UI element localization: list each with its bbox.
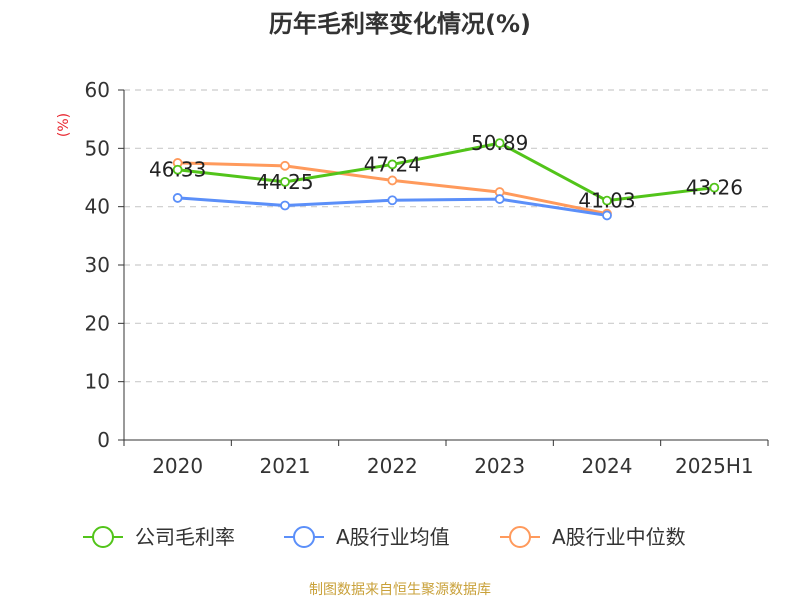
legend-label: 公司毛利率 [135,525,235,549]
data-label: 50.89 [471,131,528,155]
x-tick-label: 2024 [582,454,633,478]
x-tick-label: 2023 [474,454,525,478]
x-tick-label: 2025H1 [675,454,754,478]
y-tick-label: 30 [85,253,110,277]
data-point [709,182,720,193]
y-tick-label: 40 [85,195,110,219]
data-point [387,195,398,206]
data-labels: 46.33 44.25 47.24 50.89 41.03 43.26 [149,131,743,213]
legend-label: A股行业中位数 [552,525,686,549]
y-tick-label: 50 [85,136,110,160]
x-tick-label: 2022 [367,454,418,478]
data-point [602,210,612,221]
data-label: 44.25 [256,170,313,194]
data-point [280,160,290,171]
legend-swatch-marker [509,526,531,548]
data-label: 47.24 [364,152,421,176]
data-point [280,200,290,211]
legend: 公司毛利率 A股行业均值 A股行业中位数 [83,525,686,549]
data-point [494,138,505,149]
data-point [494,194,505,204]
gridlines [124,89,768,383]
data-point [280,176,290,187]
legend-swatch-marker [293,526,315,548]
y-tick-label: 60 [85,78,110,102]
data-point [387,175,398,186]
y-tick-label: 0 [97,428,110,452]
y-tick-label: 10 [85,370,110,394]
data-point [602,195,612,206]
chart-title: 历年毛利率变化情况(%) [269,10,531,38]
data-point [387,159,398,170]
data-points [172,138,720,221]
y-axis-label: (%) [56,113,72,137]
legend-label: A股行业均值 [336,525,450,549]
series-line [177,141,715,203]
data-point [172,164,183,175]
x-tick-label: 2020 [152,454,203,478]
y-tick-label: 20 [85,311,110,335]
axes: 0 10 20 30 40 50 60 2020 2021 2022 2023 2024 2025H1 [85,78,769,478]
x-tick-label: 2021 [260,454,311,478]
source-note: 制图数据来自恒生聚源数据库 [309,582,491,598]
data-point [172,193,183,203]
data-label: 41.03 [578,189,635,213]
data-label: 46.33 [149,158,206,182]
data-label: 43.26 [686,176,743,200]
legend-swatch-marker [92,526,114,548]
